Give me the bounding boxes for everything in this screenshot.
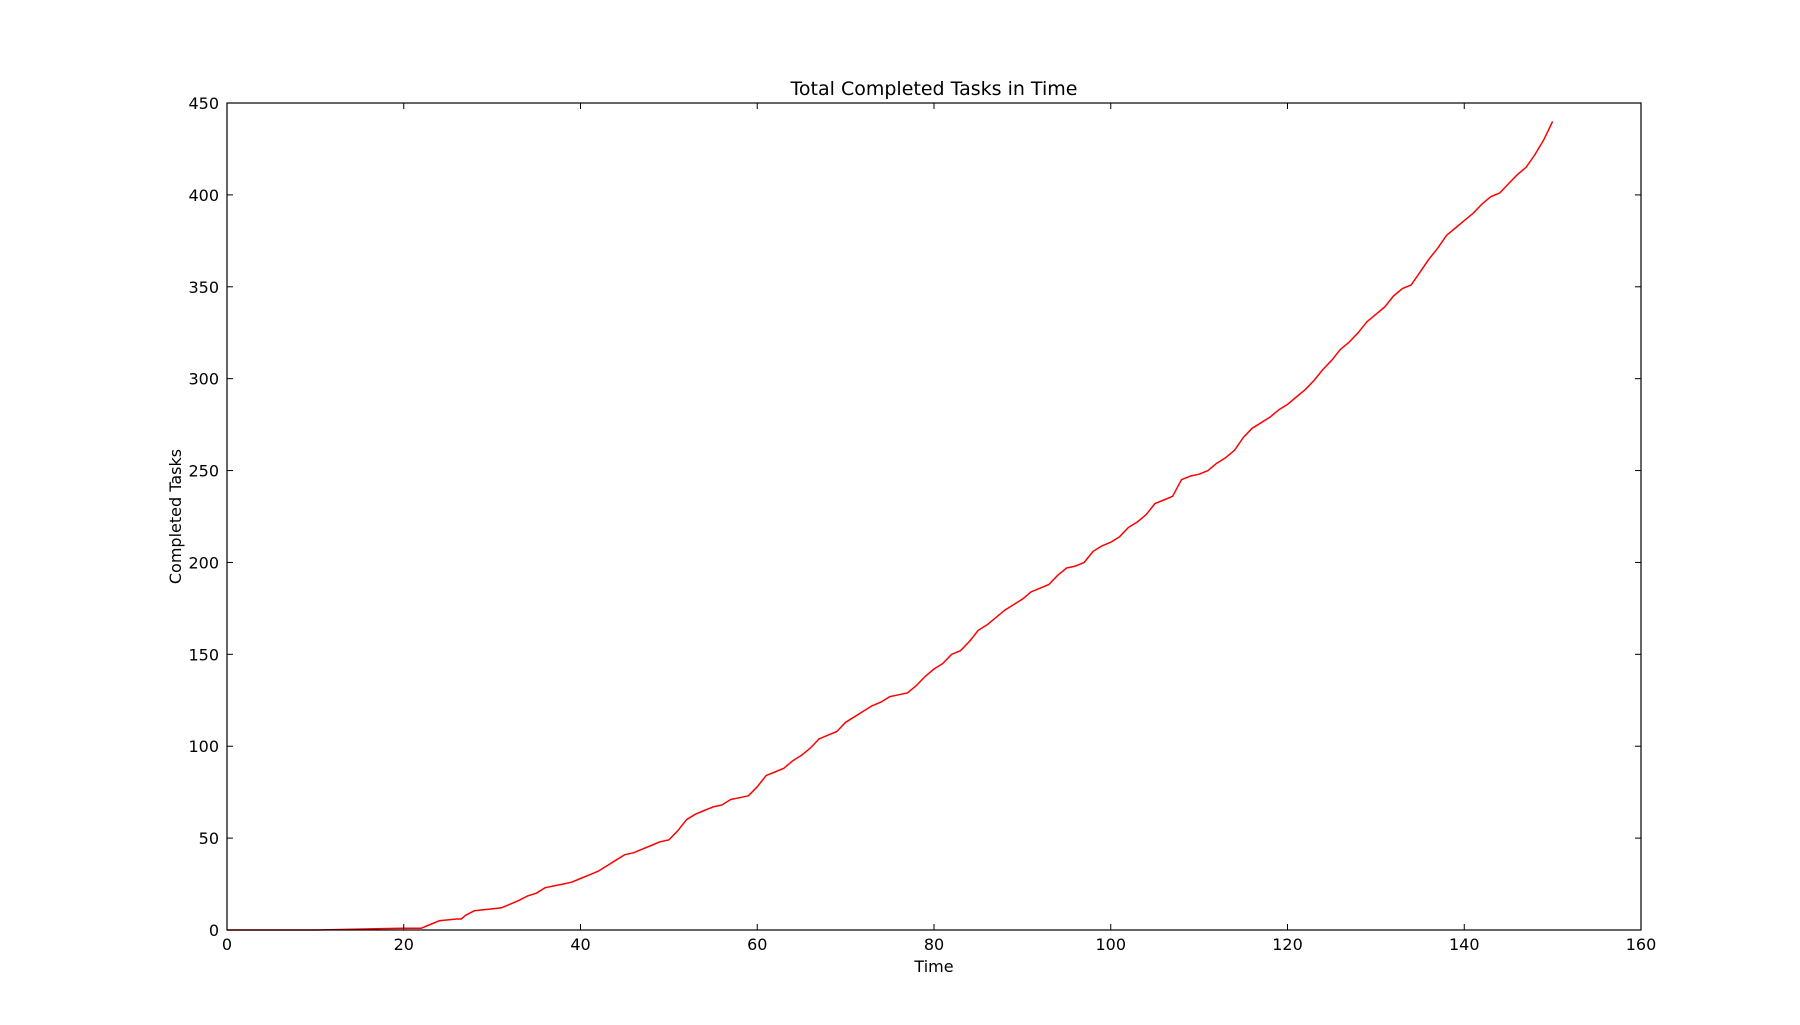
- chart-title: Total Completed Tasks in Time: [790, 78, 1078, 100]
- x-tick-label: 0: [222, 935, 232, 954]
- y-tick-label: 300: [188, 370, 219, 389]
- y-tick-label: 250: [188, 462, 219, 481]
- x-tick-label: 60: [747, 935, 767, 954]
- x-tick-label: 40: [570, 935, 590, 954]
- y-tick-label: 50: [199, 829, 219, 848]
- x-tick-label: 20: [394, 935, 414, 954]
- x-tick-label: 160: [1626, 935, 1657, 954]
- x-axis-label: Time: [913, 957, 953, 976]
- axis-ticks: 0 20 40 60 80 100 120 140 160 0 50 100 150 200 250 300 3…: [188, 94, 1656, 954]
- y-tick-label: 200: [188, 553, 219, 572]
- y-tick-label: 450: [188, 94, 219, 113]
- y-tick-label: 0: [209, 921, 219, 940]
- y-tick-label: 100: [188, 737, 219, 756]
- x-tick-label: 120: [1272, 935, 1303, 954]
- y-tick-label: 400: [188, 186, 219, 205]
- x-tick-label: 80: [924, 935, 944, 954]
- y-axis-label: Completed Tasks: [166, 449, 185, 584]
- x-tick-label: 140: [1449, 935, 1480, 954]
- y-tick-label: 350: [188, 278, 219, 297]
- series-line: [227, 121, 1554, 931]
- plot-area-frame: [226, 102, 1642, 931]
- x-tick-label: 100: [1095, 935, 1126, 954]
- plot-marks: [227, 121, 1554, 931]
- y-tick-label: 150: [188, 645, 219, 664]
